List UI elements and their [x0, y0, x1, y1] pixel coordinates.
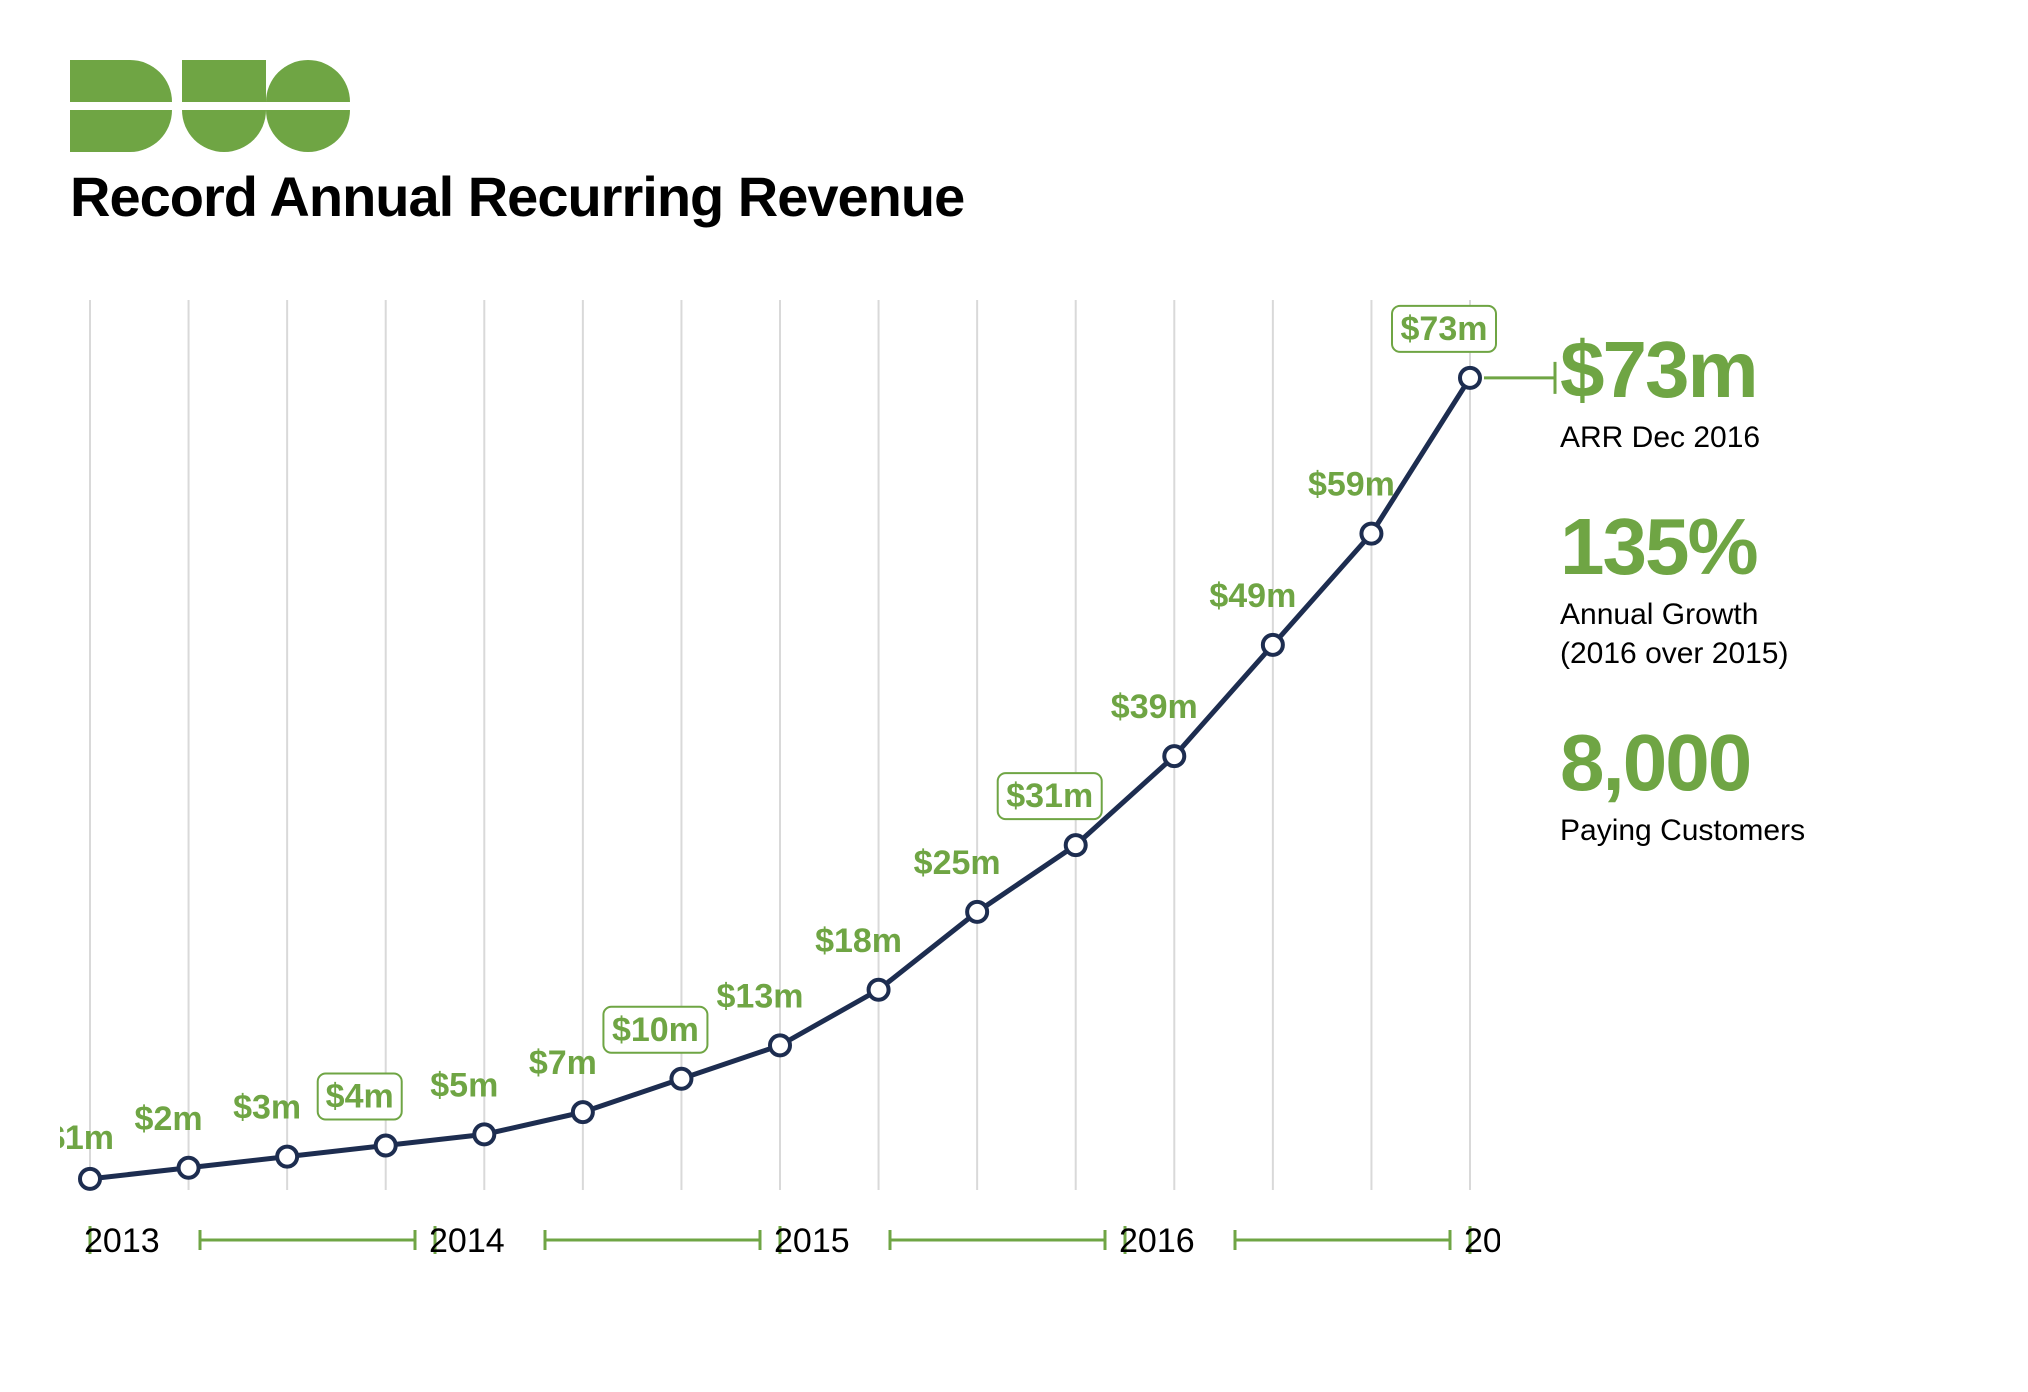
stat-arr-value: $73m	[1560, 330, 1980, 410]
stat-arr: $73m ARR Dec 2016	[1560, 330, 1980, 457]
stat-growth: 135% Annual Growth(2016 over 2015)	[1560, 507, 1980, 673]
stat-growth-value: 135%	[1560, 507, 1980, 587]
stat-customers: 8,000 Paying Customers	[1560, 723, 1980, 850]
stat-customers-value: 8,000	[1560, 723, 1980, 803]
stat-growth-label: Annual Growth(2016 over 2015)	[1560, 595, 1980, 673]
stats-panel: $73m ARR Dec 2016 135% Annual Growth(201…	[1560, 330, 1980, 900]
stat-arr-label: ARR Dec 2016	[1560, 418, 1980, 457]
stat-customers-label: Paying Customers	[1560, 811, 1980, 850]
